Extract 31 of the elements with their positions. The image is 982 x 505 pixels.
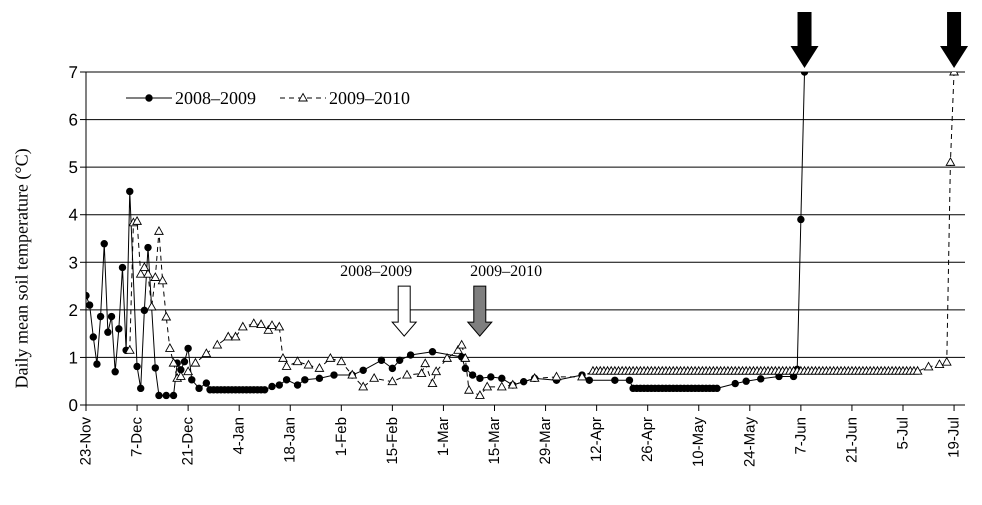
y-tick-label: 3 xyxy=(68,253,78,272)
x-tick-label: 7-Dec xyxy=(128,416,146,458)
x-tick-label: 24-May xyxy=(741,416,758,468)
x-tick-label: 1-Feb xyxy=(332,417,350,456)
y-tick-label: 6 xyxy=(68,110,78,130)
x-tick-label: 21-Jun xyxy=(843,417,860,463)
x-tick-label: 21-Dec xyxy=(180,416,197,466)
y-tick-label: 0 xyxy=(68,396,78,416)
x-tick-label: 12-Apr xyxy=(588,417,606,462)
y-tick-label: 2 xyxy=(68,300,78,320)
x-tick-label: 5-Jul xyxy=(894,417,912,450)
y-tick-label: 4 xyxy=(68,206,78,225)
x-tick-label: 29-Mar xyxy=(537,417,554,465)
y-tick-label: 7 xyxy=(68,63,78,82)
y-tick-label: 1 xyxy=(68,348,78,368)
x-tick-label: 15-Feb xyxy=(384,417,401,465)
x-tick-label: 10-May xyxy=(690,416,708,468)
x-tick-label: 7-Jun xyxy=(792,417,810,455)
x-tick-label: 18-Jan xyxy=(282,417,299,463)
legend-label: 2008–2009 xyxy=(175,88,256,108)
y-axis-title: Daily mean soil temperature (°C) xyxy=(11,148,32,388)
x-tick-label: 26-Apr xyxy=(639,417,656,462)
x-tick-label: 1-Mar xyxy=(434,416,452,456)
x-tick-label: 19-Jul xyxy=(946,417,963,458)
x-tick-label: 4-Jan xyxy=(230,417,248,455)
x-tick-label: 15-Mar xyxy=(486,417,503,465)
x-tick-label: 23-Nov xyxy=(78,416,94,466)
y-tick-label: 5 xyxy=(68,158,78,178)
legend-label: 2009–2010 xyxy=(329,88,410,108)
annotation: 2008–2009 xyxy=(340,263,412,280)
annotation: 2009–2010 xyxy=(470,263,542,280)
